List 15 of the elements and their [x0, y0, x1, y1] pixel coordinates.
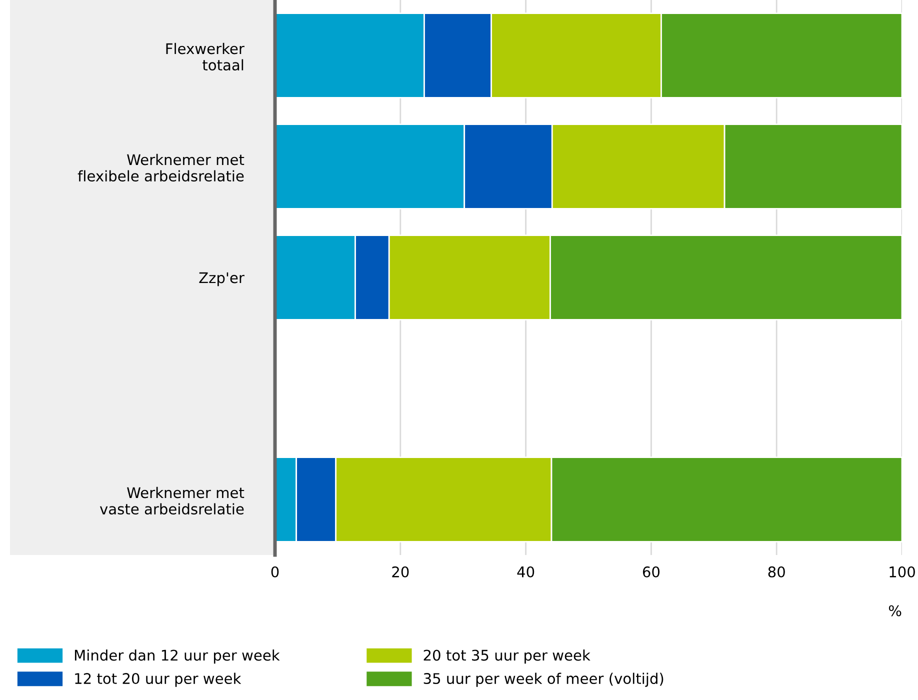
legend-label: Minder dan 12 uur per week — [74, 649, 280, 664]
legend-label: 20 tot 35 uur per week — [424, 649, 590, 664]
y-tick-label: Zzp'er — [199, 272, 244, 286]
x-tick-label: 0 — [271, 566, 279, 578]
y-tick-label: Flexwerker totaal — [166, 42, 244, 71]
x-tick-label: 80 — [768, 566, 785, 578]
x-tick-label: 20 — [392, 566, 409, 578]
x-tick-label: 100 — [890, 566, 915, 578]
y-tick-label: Werknemer met flexibele arbeidsrelatie — [78, 154, 244, 182]
x-tick-label: 40 — [517, 566, 534, 578]
x-tick-label: 60 — [642, 566, 660, 578]
legend-label: 35 uur per week of meer (voltijd) — [424, 672, 664, 687]
x-axis-title: % — [888, 605, 902, 616]
y-tick-label: Werknemer met vaste arbeidsrelatie — [100, 486, 244, 515]
legend-label: 12 tot 20 uur per week — [75, 672, 242, 687]
